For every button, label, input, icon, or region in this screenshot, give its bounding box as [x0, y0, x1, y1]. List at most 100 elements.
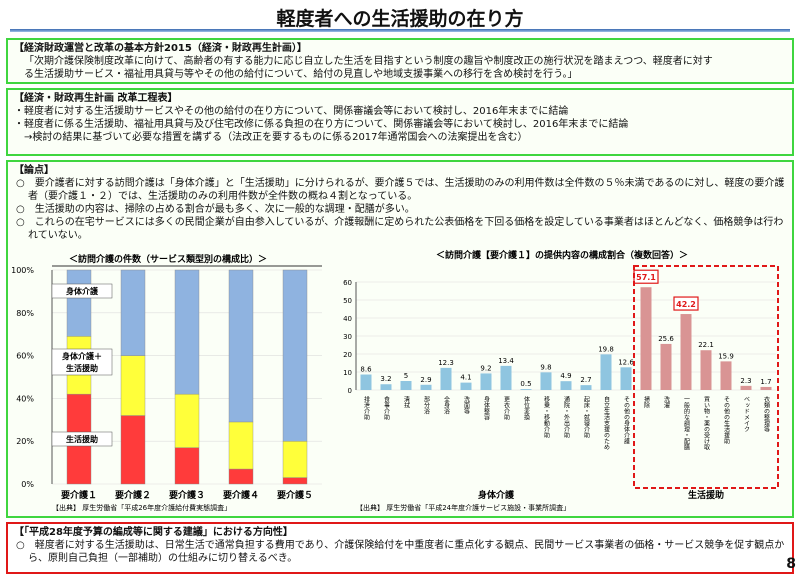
- chart2-category-label: 一般的な調理・配膳: [683, 396, 690, 451]
- chart2-bar: [380, 384, 392, 390]
- chart1-series-label-box: [51, 431, 113, 447]
- chart2-category-label: 移乗・移動介助: [543, 395, 550, 439]
- chart2-group-label: 生活援助: [688, 489, 724, 501]
- chart1-series-label: 生活援助: [66, 363, 98, 373]
- chart2-bar: [640, 287, 652, 390]
- chart1-bar-segment: [282, 269, 308, 442]
- chart2-data-label: 12.6: [618, 358, 634, 366]
- policy-box-roadmap: 【経済・財政再生計画 改革工程表】 ・軽度者に対する生活援助サービスやその他の給…: [6, 88, 794, 156]
- page-number: 8: [786, 556, 796, 572]
- chart2-category-label: 体位変換: [523, 395, 530, 421]
- chart2-data-label: 25.6: [658, 335, 674, 343]
- title-bar: 軽度者への生活援助の在り方: [0, 0, 800, 34]
- chart2-bar: [440, 367, 452, 390]
- chart2-ytick: 40: [343, 315, 352, 323]
- chart2-data-label: 5: [404, 372, 408, 380]
- chart2-category-label: 通院・外出介助: [563, 395, 570, 439]
- chart2-category-label: 洗面等: [463, 395, 470, 414]
- issue-point-1: ○ 要介護者に対する訪問介護は「身体介護」と「生活援助」に分けられるが、要介護５…: [16, 178, 785, 202]
- chart2-bar: [700, 350, 712, 390]
- chart2-category-label: 排泄介助: [363, 395, 370, 421]
- chart1-category-label: 要介護４: [223, 489, 259, 501]
- chart2-category-label: 食事介助: [383, 395, 390, 421]
- chart1-ytick: 40%: [16, 394, 34, 403]
- chart2-bar: [480, 373, 492, 390]
- chart2-group-label: 身体介護: [478, 489, 515, 501]
- chart2-bar: [740, 385, 752, 390]
- basic-plan-line-1: 「次期介護保険制度改革に向けて、高齢者の有する能力に応じ自立した生活を目指すとい…: [24, 56, 713, 67]
- chart1-bar-segment: [174, 393, 200, 448]
- chart2-data-label: 42.2: [676, 300, 696, 309]
- roadmap-line-3: →検討の結果に基づいて必要な措置を講ずる（法改正を要するものに係る2017年通常…: [24, 132, 528, 143]
- service-content-bar-chart: ＜訪問介護【要介護１】の提供内容の構成割合（複数回答）＞ 0 10 20 30 40 50 6…: [343, 249, 779, 512]
- chart1-bar-segment: [120, 355, 146, 416]
- chart2-data-label: 2.3: [740, 377, 751, 385]
- chart2-data-label: 12.3: [438, 359, 454, 367]
- chart2-highlight-dashed-box: [633, 265, 779, 489]
- chart2-bar: [720, 361, 732, 390]
- chart1-bar-segment: [120, 269, 146, 356]
- chart1-series-label-box: [51, 348, 113, 376]
- chart1-ytick: 20%: [16, 437, 34, 446]
- chart2-category-label: その他の身体介護: [623, 396, 630, 445]
- chart2-data-label: 0.5: [520, 380, 531, 388]
- chart2-ytick: 50: [343, 297, 352, 305]
- page-title: 軽度者への生活援助の在り方: [276, 8, 524, 30]
- chart2-ytick: 30: [343, 333, 352, 341]
- chart2-ytick: 0: [348, 387, 352, 395]
- chart1-category-label: 要介護３: [169, 489, 205, 501]
- basic-plan-line-2: る生活援助サービス・福祉用具貸与等やその他の給付について、給付の見直しや地域支援…: [24, 69, 578, 80]
- chart2-category-label: 身体整容: [483, 395, 490, 421]
- chart2-category-label: 掃除: [643, 395, 650, 408]
- chart2-bar: [460, 382, 472, 390]
- chart2-category-label: 清拭: [403, 395, 410, 409]
- chart2-data-label: 19.8: [598, 345, 614, 353]
- chart2-ytick: 60: [343, 279, 352, 287]
- chart1-bar-segment: [174, 269, 200, 395]
- chart2-data-label: 2.7: [580, 376, 591, 384]
- chart2-ytick: 10: [343, 369, 352, 377]
- chart2-bar: [660, 343, 672, 390]
- chart1-bar-segment: [282, 440, 308, 478]
- chart2-category-label: 更衣介助: [503, 396, 510, 421]
- chart2-category-label: 買い物・薬の受け取: [703, 396, 710, 451]
- chart2-bar: [540, 372, 552, 390]
- chart2-category-label: 全身浴: [443, 395, 450, 415]
- direction-text: ○ 軽度者に対する生活援助は、日常生活で通常負担する費用であり、介護保険給付を中…: [16, 540, 785, 564]
- chart2-data-label: 4.1: [460, 374, 471, 382]
- chart2-bar: [620, 367, 632, 390]
- issues-heading: 【論点】: [14, 165, 54, 176]
- chart2-data-label: 3.2: [380, 375, 391, 383]
- chart1-bar-segment: [282, 477, 308, 485]
- chart2-category-label: その他の生活援助: [723, 396, 730, 445]
- chart2-bar: [600, 354, 612, 390]
- chart2-category-label: 自立生活支援のため: [603, 395, 610, 450]
- chart1-ytick: 100%: [11, 266, 34, 275]
- chart2-ytick: 20: [343, 351, 352, 359]
- chart2-data-label: 57.1: [636, 273, 656, 282]
- chart2-data-label: 1.7: [760, 378, 771, 386]
- chart2-bar: [580, 385, 592, 390]
- chart1-bar-segment: [174, 447, 200, 485]
- chart1-category-label: 要介護２: [115, 489, 151, 501]
- chart2-data-label: 22.1: [698, 341, 714, 349]
- chart1-category-label: 要介護１: [61, 489, 97, 501]
- chart1-series-label: 身体介護＋: [62, 351, 102, 361]
- chart2-bar: [360, 374, 372, 390]
- chart1-bar-segment: [228, 269, 254, 423]
- chart2-bar: [680, 314, 692, 390]
- chart2-source: 【出典】 厚生労働省「平成24年度介護サービス施設・事業所調査」: [356, 503, 570, 512]
- chart1-ytick: 60%: [16, 352, 34, 361]
- issue-point-2: ○ 生活援助の内容は、掃除の占める割合が最も多く、次に一般的な調理・配膳が多い。: [16, 204, 415, 215]
- chart2-data-label: 9.2: [480, 364, 491, 372]
- chart2-category-label: 部分浴: [423, 395, 430, 415]
- chart2-bar: [400, 381, 412, 390]
- chart2-bar: [760, 386, 772, 390]
- chart1-ytick: 80%: [16, 309, 34, 318]
- chart2-bar: [520, 389, 532, 390]
- chart1-bar-segment: [228, 421, 254, 470]
- direction-box: 【「平成28年度予算の編成等に関する建議」における方向性】 ○ 軽度者に対する生…: [6, 522, 794, 574]
- chart1-source: 【出典】 厚生労働省「平成26年度介護給付費実態調査」: [52, 503, 231, 512]
- chart1-series-label-box: [51, 283, 113, 299]
- basic-plan-heading: 【経済財政運営と改革の基本方針2015（経済・財政再生計画）】: [14, 43, 307, 54]
